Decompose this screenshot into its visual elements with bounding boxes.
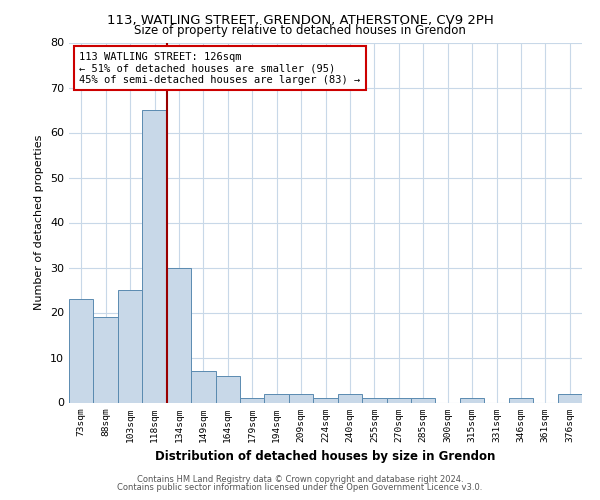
Bar [215,376,240,402]
Bar [289,394,313,402]
Bar [362,398,386,402]
Text: Contains public sector information licensed under the Open Government Licence v3: Contains public sector information licen… [118,484,482,492]
Text: Size of property relative to detached houses in Grendon: Size of property relative to detached ho… [134,24,466,37]
Bar [386,398,411,402]
Text: 113, WATLING STREET, GRENDON, ATHERSTONE, CV9 2PH: 113, WATLING STREET, GRENDON, ATHERSTONE… [107,14,493,27]
Bar [313,398,338,402]
Bar [460,398,484,402]
Bar [94,317,118,402]
Bar [509,398,533,402]
Bar [411,398,436,402]
X-axis label: Distribution of detached houses by size in Grendon: Distribution of detached houses by size … [155,450,496,463]
Text: Contains HM Land Registry data © Crown copyright and database right 2024.: Contains HM Land Registry data © Crown c… [137,475,463,484]
Bar [191,371,215,402]
Bar [338,394,362,402]
Text: 113 WATLING STREET: 126sqm
← 51% of detached houses are smaller (95)
45% of semi: 113 WATLING STREET: 126sqm ← 51% of deta… [79,52,361,84]
Bar [240,398,265,402]
Bar [142,110,167,403]
Bar [118,290,142,403]
Y-axis label: Number of detached properties: Number of detached properties [34,135,44,310]
Bar [265,394,289,402]
Bar [69,299,94,403]
Bar [557,394,582,402]
Bar [167,268,191,402]
